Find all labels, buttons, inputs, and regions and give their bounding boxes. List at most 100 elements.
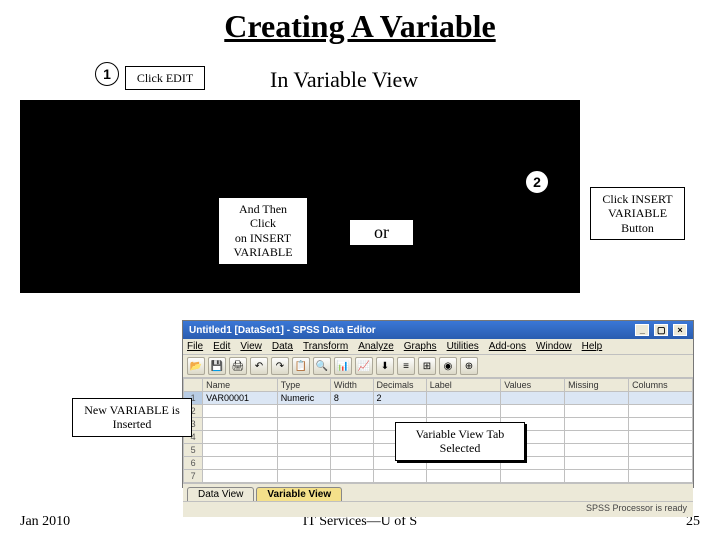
toolbar-button-4[interactable]: ↷ xyxy=(271,357,289,375)
col-header[interactable]: Name xyxy=(203,379,278,392)
table-row[interactable]: 7 xyxy=(184,470,693,483)
cell[interactable] xyxy=(629,405,693,418)
toolbar-button-12[interactable]: ◉ xyxy=(439,357,457,375)
cell[interactable] xyxy=(501,470,565,483)
window-controls[interactable]: _ ▢ × xyxy=(633,324,687,336)
col-header[interactable]: Type xyxy=(277,379,330,392)
toolbar-button-13[interactable]: ⊕ xyxy=(460,357,478,375)
cell[interactable] xyxy=(629,418,693,431)
callout-insert-variable-menu: And Then Click on INSERT VARIABLE xyxy=(218,197,308,265)
cell[interactable] xyxy=(277,418,330,431)
cell[interactable]: Numeric xyxy=(277,392,330,405)
spss-tabs[interactable]: Data View Variable View xyxy=(183,483,693,501)
cell[interactable] xyxy=(565,457,629,470)
cell[interactable] xyxy=(277,444,330,457)
cell[interactable] xyxy=(629,457,693,470)
cell[interactable] xyxy=(203,405,278,418)
cell[interactable] xyxy=(277,405,330,418)
spss-titlebar: Untitled1 [DataSet1] - SPSS Data Editor … xyxy=(183,321,693,339)
text: Button xyxy=(621,221,654,235)
maximize-button[interactable]: ▢ xyxy=(654,324,668,336)
cell[interactable]: 2 xyxy=(373,392,426,405)
toolbar-button-5[interactable]: 📋 xyxy=(292,357,310,375)
cell[interactable] xyxy=(426,470,501,483)
cell[interactable] xyxy=(330,418,373,431)
menu-help[interactable]: Help xyxy=(582,341,603,352)
menu-add-ons[interactable]: Add-ons xyxy=(489,341,526,352)
cell[interactable] xyxy=(330,470,373,483)
toolbar-button-1[interactable]: 💾 xyxy=(208,357,226,375)
cell[interactable] xyxy=(426,392,501,405)
cell[interactable] xyxy=(203,444,278,457)
cell[interactable] xyxy=(629,431,693,444)
toolbar-button-7[interactable]: 📊 xyxy=(334,357,352,375)
tab-data-view[interactable]: Data View xyxy=(187,487,254,501)
row-number[interactable]: 5 xyxy=(184,444,203,457)
table-row[interactable]: 2 xyxy=(184,405,693,418)
col-header[interactable]: Values xyxy=(501,379,565,392)
cell[interactable] xyxy=(330,457,373,470)
cell[interactable] xyxy=(203,431,278,444)
cell[interactable] xyxy=(373,470,426,483)
text: VARIABLE xyxy=(233,245,292,259)
toolbar-button-11[interactable]: ⊞ xyxy=(418,357,436,375)
menu-graphs[interactable]: Graphs xyxy=(404,341,437,352)
cell[interactable] xyxy=(330,405,373,418)
cell[interactable]: 8 xyxy=(330,392,373,405)
cell[interactable] xyxy=(565,418,629,431)
cell[interactable] xyxy=(277,431,330,444)
cell[interactable] xyxy=(203,457,278,470)
row-number[interactable]: 7 xyxy=(184,470,203,483)
menu-utilities[interactable]: Utilities xyxy=(447,341,479,352)
toolbar-button-3[interactable]: ↶ xyxy=(250,357,268,375)
toolbar-button-2[interactable]: 🖨 xyxy=(229,357,247,375)
col-header[interactable]: Decimals xyxy=(373,379,426,392)
table-row[interactable]: 1VAR00001Numeric82 xyxy=(184,392,693,405)
cell[interactable] xyxy=(565,431,629,444)
tab-variable-view[interactable]: Variable View xyxy=(256,487,342,501)
spss-menubar[interactable]: File Edit View Data Transform Analyze Graphs Ut… xyxy=(183,339,693,355)
cell[interactable] xyxy=(501,405,565,418)
spss-toolbar[interactable]: 📂💾🖨↶↷📋🔍📊📈⬇≡⊞◉⊕ xyxy=(183,355,693,378)
cell[interactable] xyxy=(565,405,629,418)
menu-data[interactable]: Data xyxy=(272,341,293,352)
menu-window[interactable]: Window xyxy=(536,341,572,352)
cell[interactable] xyxy=(629,470,693,483)
col-header[interactable]: Width xyxy=(330,379,373,392)
toolbar-button-6[interactable]: 🔍 xyxy=(313,357,331,375)
row-number[interactable]: 6 xyxy=(184,457,203,470)
cell[interactable] xyxy=(565,470,629,483)
toolbar-button-10[interactable]: ≡ xyxy=(397,357,415,375)
cell[interactable] xyxy=(203,418,278,431)
cell[interactable] xyxy=(277,457,330,470)
col-header[interactable]: Columns xyxy=(629,379,693,392)
cell[interactable] xyxy=(277,470,330,483)
menu-analyze[interactable]: Analyze xyxy=(358,341,394,352)
toolbar-button-8[interactable]: 📈 xyxy=(355,357,373,375)
col-header[interactable]: Missing xyxy=(565,379,629,392)
cell[interactable] xyxy=(501,392,565,405)
cell[interactable] xyxy=(565,444,629,457)
cell[interactable] xyxy=(330,444,373,457)
menu-file[interactable]: File xyxy=(187,341,203,352)
slide-subtitle: In Variable View xyxy=(270,67,418,93)
minimize-button[interactable]: _ xyxy=(635,324,649,336)
menu-view[interactable]: View xyxy=(240,341,262,352)
col-header[interactable] xyxy=(184,379,203,392)
close-button[interactable]: × xyxy=(673,324,687,336)
cell[interactable] xyxy=(330,431,373,444)
cell[interactable] xyxy=(426,405,501,418)
toolbar-button-0[interactable]: 📂 xyxy=(187,357,205,375)
cell[interactable] xyxy=(629,392,693,405)
toolbar-button-9[interactable]: ⬇ xyxy=(376,357,394,375)
text: And Then Click xyxy=(239,202,287,230)
cell[interactable] xyxy=(565,392,629,405)
callout-insert-variable-button: Click INSERT VARIABLE Button xyxy=(590,187,685,240)
menu-transform[interactable]: Transform xyxy=(303,341,348,352)
cell[interactable] xyxy=(373,405,426,418)
menu-edit[interactable]: Edit xyxy=(213,341,230,352)
cell[interactable] xyxy=(629,444,693,457)
cell[interactable]: VAR00001 xyxy=(203,392,278,405)
cell[interactable] xyxy=(203,470,278,483)
col-header[interactable]: Label xyxy=(426,379,501,392)
